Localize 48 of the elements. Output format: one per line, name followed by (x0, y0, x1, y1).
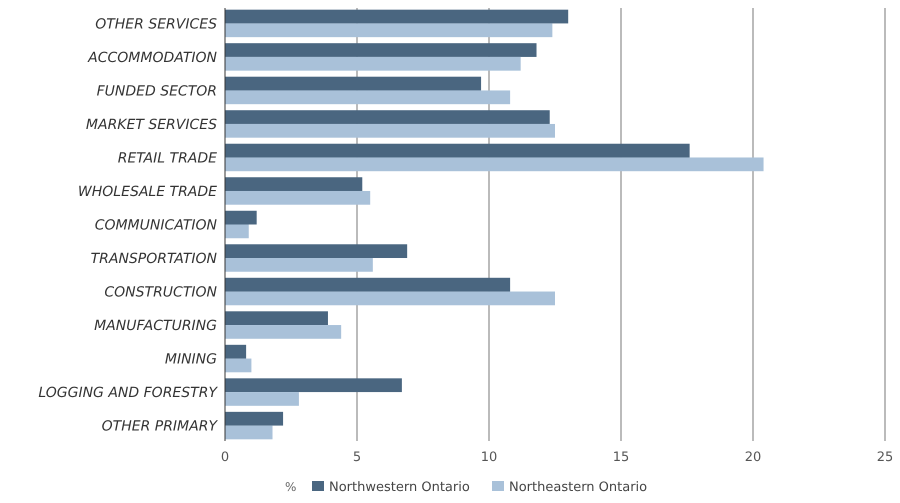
y-tick-label: ACCOMMODATION (87, 50, 218, 66)
bar (225, 177, 362, 191)
y-tick-label: TRANSPORTATION (90, 251, 218, 268)
bar (225, 412, 284, 426)
y-tick-label: OTHER PRIMARY (102, 418, 218, 435)
y-tick-label: CONSTRUCTION (104, 284, 218, 301)
bar (225, 110, 550, 124)
bar (225, 278, 510, 292)
bar (225, 426, 273, 440)
y-tick-label: MANUFACTURING (94, 318, 218, 334)
bar (225, 43, 537, 57)
bar (225, 144, 690, 158)
bar (225, 157, 764, 172)
x-tick-label: 5 (352, 450, 362, 465)
x-tick-label: 20 (744, 450, 762, 465)
bar (225, 224, 249, 238)
y-tick-label: WHOLESALE TRADE (78, 184, 218, 200)
x-tick-label: 0 (220, 450, 230, 465)
bar (225, 56, 521, 71)
bar (225, 244, 408, 258)
bar (225, 325, 342, 339)
y-tick-label: MARKET SERVICES (86, 116, 218, 133)
x-axis-title: % (285, 480, 296, 494)
bar (225, 344, 246, 359)
bar (225, 292, 555, 306)
bar (225, 358, 252, 372)
y-tick-label: LOGGING AND FORESTRY (38, 385, 218, 402)
bar (225, 10, 568, 24)
bar (225, 311, 328, 326)
bar (225, 90, 510, 104)
bar (225, 124, 555, 138)
bar (225, 392, 299, 406)
bar (225, 210, 257, 224)
bar (225, 258, 373, 272)
legend-label: Northeastern Ontario (509, 480, 648, 495)
bar (225, 76, 482, 90)
bar (225, 378, 402, 392)
y-tick-label: FUNDED SECTOR (96, 83, 217, 100)
y-tick-label: MINING (164, 352, 218, 368)
legend-label: Northwestern Ontario (329, 480, 470, 495)
bar (225, 190, 370, 205)
y-tick-label: COMMUNICATION (94, 218, 218, 234)
bar (225, 23, 552, 38)
y-tick-label: RETAIL TRADE (118, 150, 218, 166)
x-tick-label: 15 (612, 450, 630, 465)
x-tick-label: 25 (876, 450, 894, 465)
y-tick-label: OTHER SERVICES (95, 16, 218, 32)
x-tick-label: 10 (480, 450, 498, 465)
